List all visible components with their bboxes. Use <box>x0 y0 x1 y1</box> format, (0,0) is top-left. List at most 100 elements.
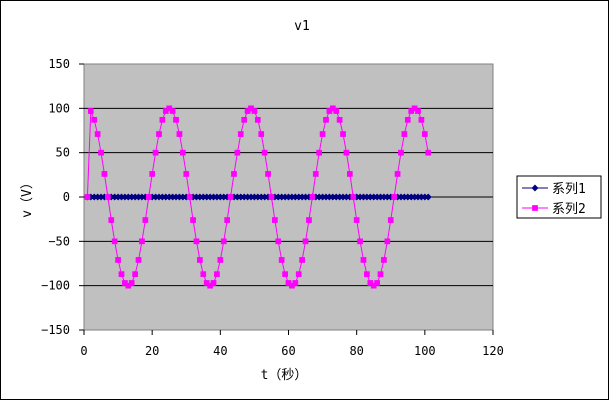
series-2-point-39 <box>217 257 224 263</box>
series-2-point-1 <box>87 108 94 114</box>
series-2-point-34 <box>200 271 207 277</box>
series-2-point-8 <box>111 238 118 245</box>
series-2-point-14 <box>132 271 138 277</box>
series-2-point-86 <box>377 271 384 277</box>
x-axis-ticks: 0 20 40 60 80 100 120 <box>80 330 504 358</box>
series-2-point-93 <box>401 131 408 137</box>
y-tick-label-1: 100 <box>48 101 70 115</box>
series-2-point-70 <box>323 117 329 123</box>
legend-label-2: 系列2 <box>552 202 586 217</box>
x-tick-label-4: 80 <box>349 344 363 358</box>
series-2-point-46 <box>241 117 248 123</box>
series-2-point-82 <box>364 271 370 277</box>
series-2-point-79 <box>353 217 360 223</box>
series-2-point-64 <box>302 238 309 245</box>
series-2-point-81 <box>360 257 367 263</box>
series-2-point-27 <box>176 131 183 137</box>
series-2 <box>84 105 432 289</box>
series-2-point-22 <box>159 117 166 123</box>
y-tick-label-2: 50 <box>56 146 70 160</box>
series-2-point-92 <box>398 149 404 156</box>
series-2-point-26 <box>173 117 179 123</box>
series-2-point-88 <box>384 238 391 245</box>
x-tick-label-3: 60 <box>281 344 295 358</box>
series-2-point-69 <box>319 131 326 137</box>
series-2-point-2 <box>91 117 98 123</box>
series-2-point-13 <box>128 280 135 286</box>
series-2-point-20 <box>152 149 159 156</box>
series-2-point-29 <box>183 171 190 177</box>
series-2-point-16 <box>139 238 145 245</box>
y-tick-label-3: 0 <box>63 190 70 204</box>
series-2-point-40 <box>220 238 227 245</box>
series-2-point-25 <box>169 108 176 114</box>
series-2-point-4 <box>98 149 104 156</box>
y-tick-label-5: −100 <box>41 279 70 293</box>
series-2-point-55 <box>272 217 278 223</box>
series-2-point-90 <box>391 194 398 200</box>
series-2-point-21 <box>156 131 162 137</box>
series-2-point-50 <box>254 117 261 123</box>
series-2-point-51 <box>258 131 265 137</box>
series-2-point-41 <box>224 217 231 223</box>
x-tick-label-1: 20 <box>145 344 159 358</box>
series-2-point-62 <box>295 271 302 277</box>
series-2-point-100 <box>425 149 432 156</box>
legend-box <box>516 175 602 219</box>
series-2-point-85 <box>374 280 380 286</box>
x-tick-label-2: 40 <box>213 344 227 358</box>
series-2-point-68 <box>316 149 323 156</box>
series-2-point-65 <box>306 217 312 223</box>
legend-marker-2 <box>532 205 538 211</box>
series-1 <box>83 193 432 201</box>
series-2-point-75 <box>340 131 346 137</box>
series-2-point-18 <box>145 194 152 200</box>
series-2-point-17 <box>142 217 149 223</box>
legend-label-1: 系列1 <box>552 182 586 197</box>
series-2-point-57 <box>278 257 285 263</box>
series-2-point-38 <box>214 271 220 277</box>
series-2-point-56 <box>275 238 282 245</box>
series-2-point-42 <box>227 194 234 200</box>
series-2-point-44 <box>234 149 241 156</box>
series-2-point-98 <box>418 117 425 123</box>
series-2-point-32 <box>193 238 200 245</box>
series-2-point-63 <box>299 257 305 263</box>
series-2-point-53 <box>265 171 271 177</box>
series-2-point-3 <box>94 131 101 137</box>
series-2-point-91 <box>394 171 401 177</box>
series-2-point-80 <box>357 238 363 245</box>
series-2-point-58 <box>282 271 288 277</box>
series-2-point-67 <box>312 171 319 177</box>
series-2-point-61 <box>292 280 299 286</box>
series-2-point-33 <box>197 257 203 263</box>
series-2-point-5 <box>101 171 108 177</box>
series-2-point-76 <box>343 149 350 156</box>
series-2-point-0 <box>84 194 91 200</box>
y-tick-label-0: 150 <box>48 57 70 71</box>
series-2-point-37 <box>210 280 217 286</box>
series-2-point-94 <box>404 117 411 123</box>
series-2-point-73 <box>333 108 340 114</box>
series-2-point-19 <box>149 171 156 177</box>
x-axis-label: t（秒） <box>261 368 308 383</box>
y-tick-label-4: −50 <box>48 234 70 248</box>
chart-title: v1 <box>294 19 310 34</box>
series-2-point-77 <box>347 171 353 177</box>
series-2-point-45 <box>237 131 244 137</box>
series-2-point-78 <box>350 194 357 200</box>
series-2-point-7 <box>108 217 115 223</box>
series-2-point-66 <box>309 194 316 200</box>
series-2-point-28 <box>179 149 186 156</box>
y-axis-label: v（V） <box>20 176 35 218</box>
series-layer <box>83 105 432 289</box>
series-2-point-15 <box>135 257 142 263</box>
x-tick-label-5: 100 <box>414 344 436 358</box>
series-2-point-9 <box>115 257 121 263</box>
series-2-point-74 <box>336 117 343 123</box>
y-tick-label-6: −150 <box>41 323 70 337</box>
series-2-point-97 <box>415 108 421 114</box>
series-2-point-10 <box>118 271 125 277</box>
